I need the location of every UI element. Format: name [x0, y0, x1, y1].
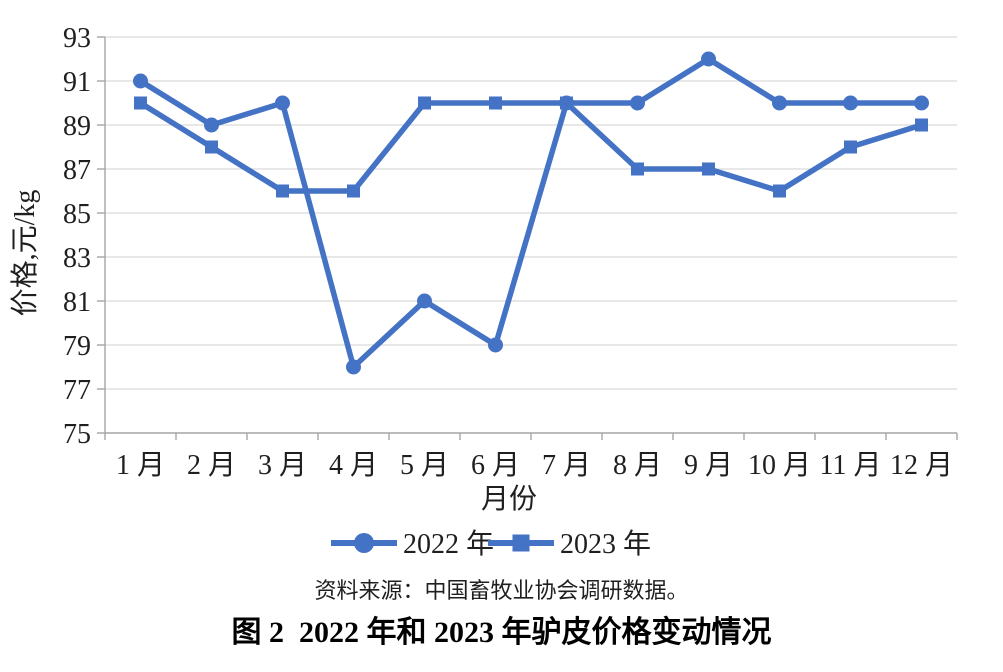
x-tick-label: 10 月	[748, 450, 811, 481]
data-point-marker	[417, 293, 432, 309]
data-point-marker	[701, 51, 716, 67]
data-point-marker	[133, 73, 148, 89]
legend-square-marker-icon	[512, 534, 530, 552]
x-tick-labels: 1 月 2 月 3 月 4 月 5 月 6 月 7 月 8 月 9 月 10 月 11 月 12 月	[116, 450, 953, 481]
y-tick-label: 91	[63, 67, 91, 98]
data-point-marker	[630, 95, 645, 111]
x-tick-label: 5 月	[400, 450, 449, 481]
data-point-marker	[276, 184, 289, 198]
y-tick-labels: 75 77 79 81 83 85 87 89 91 93	[63, 23, 91, 450]
data-point-marker	[346, 359, 361, 375]
y-tick-label: 75	[63, 419, 91, 450]
x-tick-label: 1 月	[116, 450, 165, 481]
data-point-marker	[134, 96, 147, 110]
data-point-marker	[915, 118, 928, 132]
data-point-marker	[773, 184, 786, 198]
x-tick-label: 7 月	[542, 450, 591, 481]
y-tick-label: 83	[63, 243, 91, 274]
gridlines	[105, 36, 957, 390]
legend: 2022 年 2023 年	[331, 528, 651, 560]
legend-label: 2023 年	[560, 528, 651, 560]
line-chart: 75 77 79 81 83 85 87 89 91 93 1 月 2 月 3 月 4 月 5 月 6 月 7 …	[9, 23, 958, 560]
x-tick-label: 8 月	[613, 450, 662, 481]
x-tick-label: 4 月	[329, 450, 378, 481]
x-axis-title: 月份	[481, 483, 537, 515]
y-axis-title: 价格,元/kg	[9, 190, 41, 317]
data-point-marker	[631, 162, 644, 176]
x-tick-label: 6 月	[471, 450, 520, 481]
data-point-marker	[275, 95, 290, 111]
source-note: 资料来源：中国畜牧业协会调研数据。	[314, 578, 689, 603]
legend-item-1: 2023 年	[488, 528, 651, 560]
legend-label: 2022 年	[403, 528, 494, 560]
x-tick-label: 3 月	[258, 450, 307, 481]
x-tick-label: 11 月	[820, 450, 882, 481]
legend-item-0: 2022 年	[331, 528, 494, 560]
axes	[97, 36, 958, 440]
data-point-marker	[772, 95, 787, 111]
series-lines	[139, 56, 923, 370]
series-markers-0	[133, 51, 929, 375]
series-line-1	[139, 100, 923, 194]
figure-title: 图 2 2022 年和 2023 年驴皮价格变动情况	[231, 616, 772, 649]
data-point-marker	[559, 95, 574, 111]
data-point-marker	[489, 96, 502, 110]
y-tick-label: 93	[63, 23, 91, 54]
data-point-marker	[702, 162, 715, 176]
data-point-marker	[347, 184, 360, 198]
y-tick-label: 81	[63, 287, 91, 318]
y-tick-label: 89	[63, 111, 91, 142]
data-point-marker	[844, 140, 857, 154]
data-point-marker	[205, 140, 218, 154]
data-point-marker	[204, 117, 219, 133]
data-point-marker	[843, 95, 858, 111]
x-tick-label: 12 月	[890, 450, 953, 481]
series-line-0	[139, 56, 922, 370]
y-tick-label: 79	[63, 331, 91, 362]
y-tick-label: 77	[63, 375, 91, 406]
x-tick-label: 9 月	[684, 450, 733, 481]
y-tick-label: 87	[63, 155, 91, 186]
legend-circle-marker-icon	[354, 533, 374, 553]
data-point-marker	[488, 337, 503, 353]
x-tick-label: 2 月	[187, 450, 236, 481]
y-tick-label: 85	[63, 199, 91, 230]
data-point-marker	[418, 96, 431, 110]
data-point-marker	[914, 95, 929, 111]
